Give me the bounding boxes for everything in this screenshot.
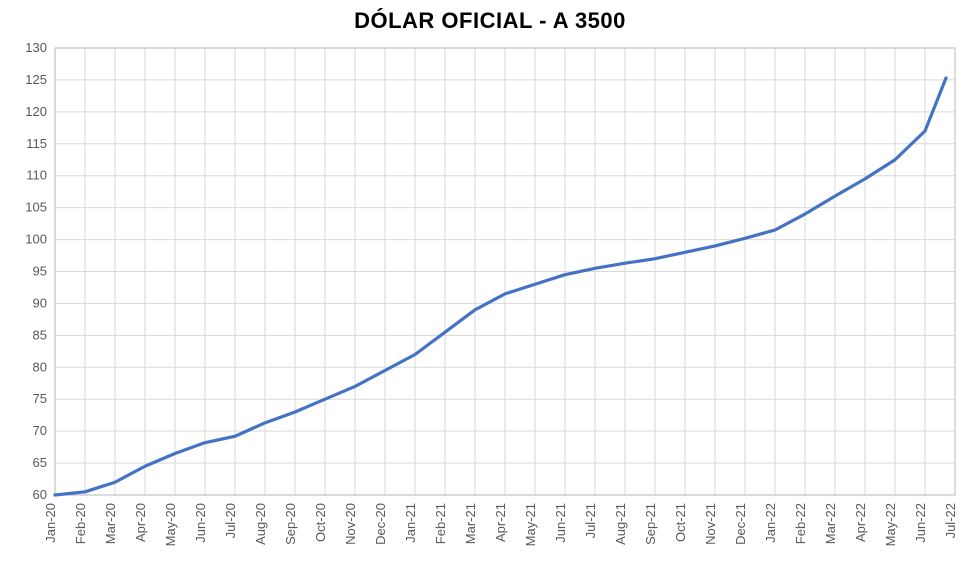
x-tick-label: Feb-20 — [73, 503, 88, 544]
y-tick-label: 85 — [33, 327, 47, 342]
x-tick-label: Aug-21 — [613, 503, 628, 545]
x-tick-label: Jun-21 — [553, 503, 568, 543]
x-tick-label: Dec-21 — [733, 503, 748, 545]
x-tick-label: Mar-21 — [463, 503, 478, 544]
chart-title: DÓLAR OFICIAL - A 3500 — [0, 8, 980, 34]
x-tick-label: Jun-22 — [913, 503, 928, 543]
x-tick-label: Mar-20 — [103, 503, 118, 544]
x-tick-label: Aug-20 — [253, 503, 268, 545]
chart-container: DÓLAR OFICIAL - A 3500 60 65 70 75 80 85 90 95 1… — [0, 0, 980, 581]
x-tick-label: May-21 — [523, 503, 538, 546]
x-tick-label: Sep-20 — [283, 503, 298, 545]
x-tick-label: Feb-22 — [793, 503, 808, 544]
y-tick-label: 120 — [25, 104, 47, 119]
x-tick-label: Apr-21 — [493, 503, 508, 542]
y-tick-label: 95 — [33, 264, 47, 279]
x-tick-label: Jan-21 — [403, 503, 418, 543]
x-tick-label: Apr-20 — [133, 503, 148, 542]
y-tick-label: 80 — [33, 359, 47, 374]
x-tick-label: Jun-20 — [193, 503, 208, 543]
y-tick-label: 75 — [33, 391, 47, 406]
y-tick-label: 130 — [25, 40, 47, 55]
y-tick-label: 115 — [26, 136, 47, 151]
chart-svg: 60 65 70 75 80 85 90 95 100 105 110 115 120 125 130 Jan… — [0, 0, 980, 581]
data-line — [55, 78, 946, 495]
x-tick-label: Nov-20 — [343, 503, 358, 545]
x-tick-label: Feb-21 — [433, 503, 448, 544]
y-tick-label: 70 — [33, 423, 47, 438]
y-tick-label: 100 — [25, 232, 47, 247]
x-tick-label: Jul-21 — [583, 503, 598, 538]
y-tick-label: 65 — [33, 455, 47, 470]
y-tick-label: 90 — [33, 295, 47, 310]
x-tick-label: Apr-22 — [853, 503, 868, 542]
x-tick-label: Mar-22 — [823, 503, 838, 544]
x-tick-label: Oct-21 — [673, 503, 688, 542]
x-tick-label: May-20 — [163, 503, 178, 546]
y-tick-label: 105 — [25, 200, 47, 215]
y-tick-label: 125 — [25, 72, 47, 87]
x-tick-label: Oct-20 — [313, 503, 328, 542]
x-tick-label: Dec-20 — [373, 503, 388, 545]
x-tick-label: May-22 — [883, 503, 898, 546]
x-tick-label: Jul-22 — [943, 503, 958, 538]
x-tick-label: Nov-21 — [703, 503, 718, 545]
x-tick-label: Jan-20 — [43, 503, 58, 543]
y-tick-label: 60 — [33, 487, 47, 502]
y-tick-label: 110 — [26, 168, 47, 183]
x-tick-label: Sep-21 — [643, 503, 658, 545]
x-tick-label: Jan-22 — [763, 503, 778, 543]
x-tick-label: Jul-20 — [223, 503, 238, 538]
